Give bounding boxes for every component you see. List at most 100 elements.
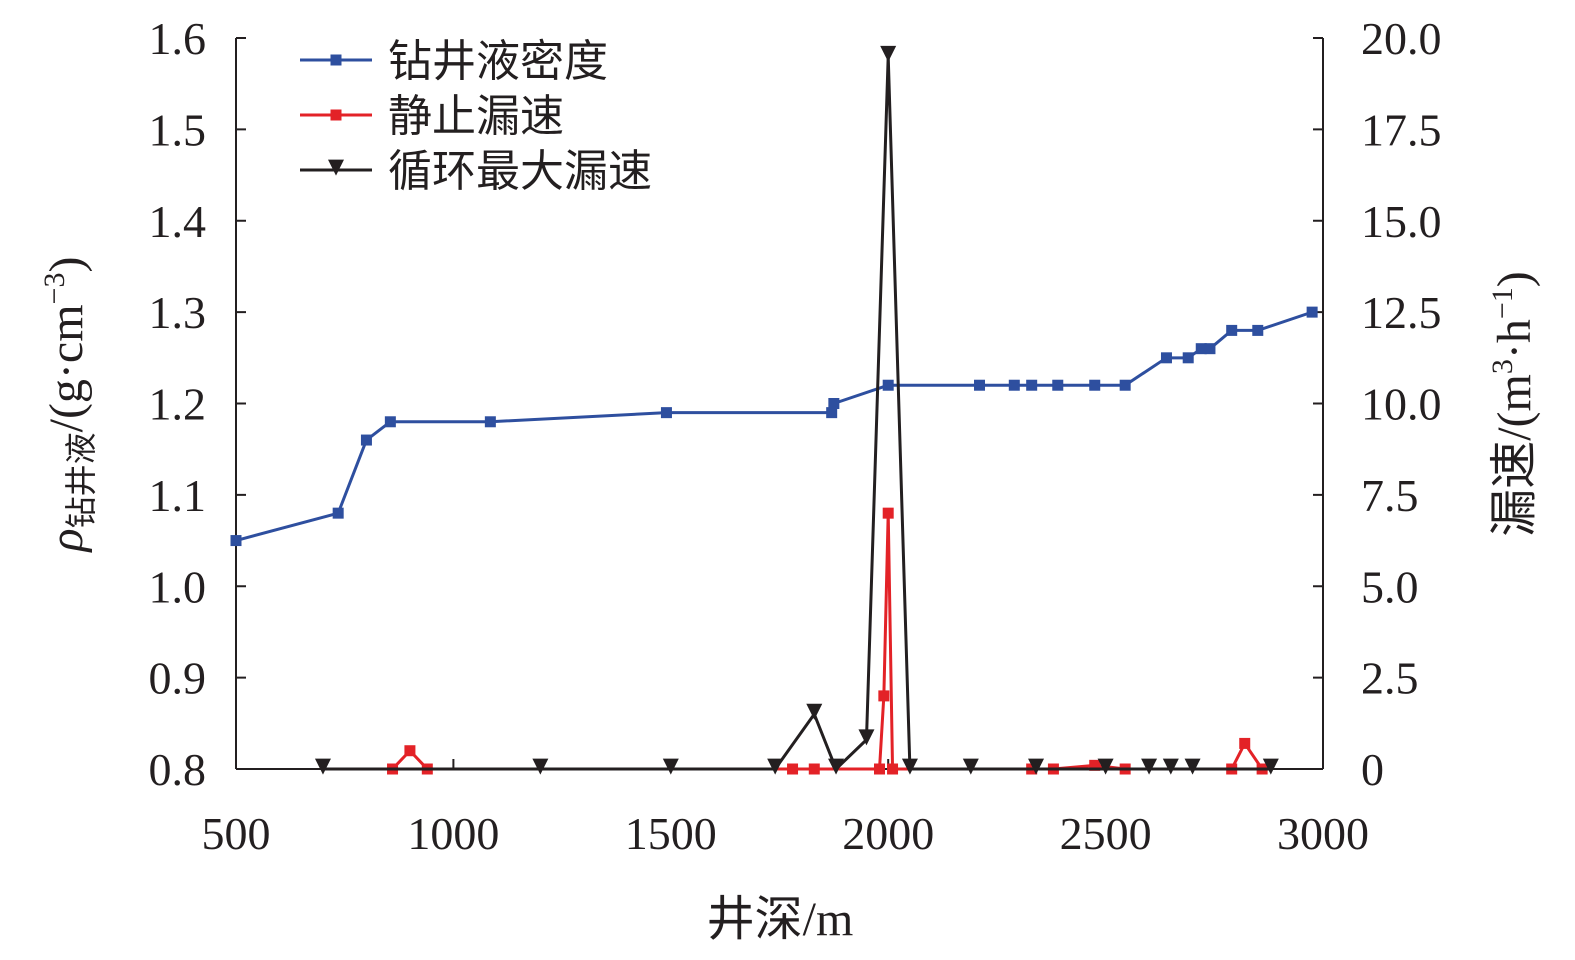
data-point — [767, 758, 784, 775]
y-right-tick-label: 12.5 — [1361, 287, 1442, 338]
x-tick-label: 500 — [202, 808, 271, 859]
y-right-tick-label: 20.0 — [1361, 13, 1442, 64]
data-point — [887, 763, 899, 775]
data-point — [1008, 379, 1020, 391]
data-point — [882, 379, 894, 391]
y-right-tick-label: 10.0 — [1361, 379, 1442, 430]
series-line — [391, 511, 1264, 771]
y-left-unit-close: ) — [40, 257, 93, 273]
series-line — [235, 310, 1313, 543]
data-point — [1026, 379, 1038, 391]
y-left-unit: /(g·cm — [40, 304, 93, 432]
data-point — [808, 763, 820, 775]
y-right-unit-exponent-1: 3 — [1486, 359, 1519, 374]
y-right-axis-title: 漏速/(m3·h−1) — [1486, 271, 1541, 537]
data-point — [826, 407, 838, 419]
data-point — [1226, 324, 1238, 336]
y-right-tick-label: 5.0 — [1361, 561, 1419, 612]
data-point — [1239, 737, 1251, 749]
data-point — [828, 758, 845, 775]
y-left-tick-label: 0.8 — [149, 744, 207, 795]
data-point — [360, 434, 372, 446]
y-left-tick-label: 1.6 — [149, 13, 207, 64]
legend-marker — [330, 54, 342, 66]
data-point — [882, 507, 894, 519]
data-point — [1141, 758, 1158, 775]
series-2 — [387, 507, 1268, 775]
data-point — [880, 45, 897, 62]
data-point — [662, 758, 679, 775]
data-point — [1160, 352, 1172, 364]
series-1 — [230, 306, 1318, 547]
data-point — [660, 407, 672, 419]
y-left-tick-label: 1.0 — [149, 561, 207, 612]
y-right-tick-label: 15.0 — [1361, 196, 1442, 247]
series-3 — [314, 45, 1279, 775]
y-right-unit-exponent-2: −1 — [1486, 287, 1519, 319]
legend-label: 循环最大漏速 — [388, 146, 652, 197]
data-point — [878, 690, 890, 702]
data-point — [314, 758, 331, 775]
data-point — [962, 758, 979, 775]
y-right-tick-label: 17.5 — [1361, 104, 1442, 155]
x-tick-label: 3000 — [1277, 808, 1369, 859]
y-right-tick-label: 7.5 — [1361, 470, 1419, 521]
legend-item-3: 循环最大漏速 — [300, 146, 652, 197]
data-point — [230, 535, 242, 547]
data-point — [1182, 352, 1194, 364]
data-point — [1089, 379, 1101, 391]
legend-marker — [328, 159, 344, 176]
data-point — [828, 398, 840, 409]
series-line — [322, 54, 1271, 771]
data-point — [901, 758, 918, 775]
legend-item-2: 静止漏速 — [300, 91, 564, 142]
y-left-unit-exponent: −3 — [38, 273, 71, 305]
data-point — [1262, 758, 1279, 775]
data-point — [532, 758, 549, 775]
legend-item-1: 钻井液密度 — [300, 36, 608, 87]
y-left-tick-label: 1.4 — [149, 196, 207, 247]
x-axis-title: 井深/m — [707, 893, 854, 946]
data-point — [1252, 324, 1264, 336]
data-point — [1162, 758, 1179, 775]
data-point — [1306, 306, 1318, 318]
data-point — [787, 763, 799, 775]
y-right-tick-label: 0 — [1361, 744, 1384, 795]
data-point — [1184, 758, 1201, 775]
y-left-tick-label: 1.2 — [149, 379, 207, 430]
y-left-axis-title: ρ钻井液/(g·cm−3) — [38, 257, 99, 554]
y-left-subscript: 钻井液 — [63, 432, 99, 528]
y-left-tick-label: 0.9 — [149, 653, 207, 704]
data-point — [1097, 758, 1114, 775]
legend-label: 静止漏速 — [388, 91, 564, 142]
y-right-unit-mid: ·h — [1488, 319, 1541, 359]
data-point — [974, 379, 986, 391]
y-left-tick-label: 1.5 — [149, 104, 207, 155]
y-left-symbol: ρ — [40, 528, 93, 553]
x-tick-label: 1500 — [625, 808, 717, 859]
data-point — [1089, 759, 1101, 771]
data-point — [1052, 379, 1064, 391]
legend-marker — [330, 109, 342, 121]
data-point — [404, 745, 416, 757]
x-tick-label: 2500 — [1060, 808, 1152, 859]
data-point — [1028, 758, 1045, 775]
y-left-tick-label: 1.3 — [149, 287, 207, 338]
data-point — [484, 416, 496, 428]
y-right-unit: 漏速/(m — [1488, 374, 1541, 537]
data-point — [1204, 343, 1216, 355]
data-point — [384, 416, 396, 428]
data-point — [332, 507, 344, 519]
data-point — [806, 703, 823, 720]
x-tick-label: 1000 — [407, 808, 499, 859]
y-left-tick-label: 1.1 — [149, 470, 207, 521]
data-point — [874, 763, 886, 775]
legend-label: 钻井液密度 — [388, 36, 608, 87]
x-tick-label: 2000 — [842, 808, 934, 859]
data-point — [1119, 379, 1131, 391]
y-right-unit-close: ) — [1488, 271, 1541, 287]
data-point — [1195, 343, 1207, 355]
y-right-tick-label: 2.5 — [1361, 653, 1419, 704]
